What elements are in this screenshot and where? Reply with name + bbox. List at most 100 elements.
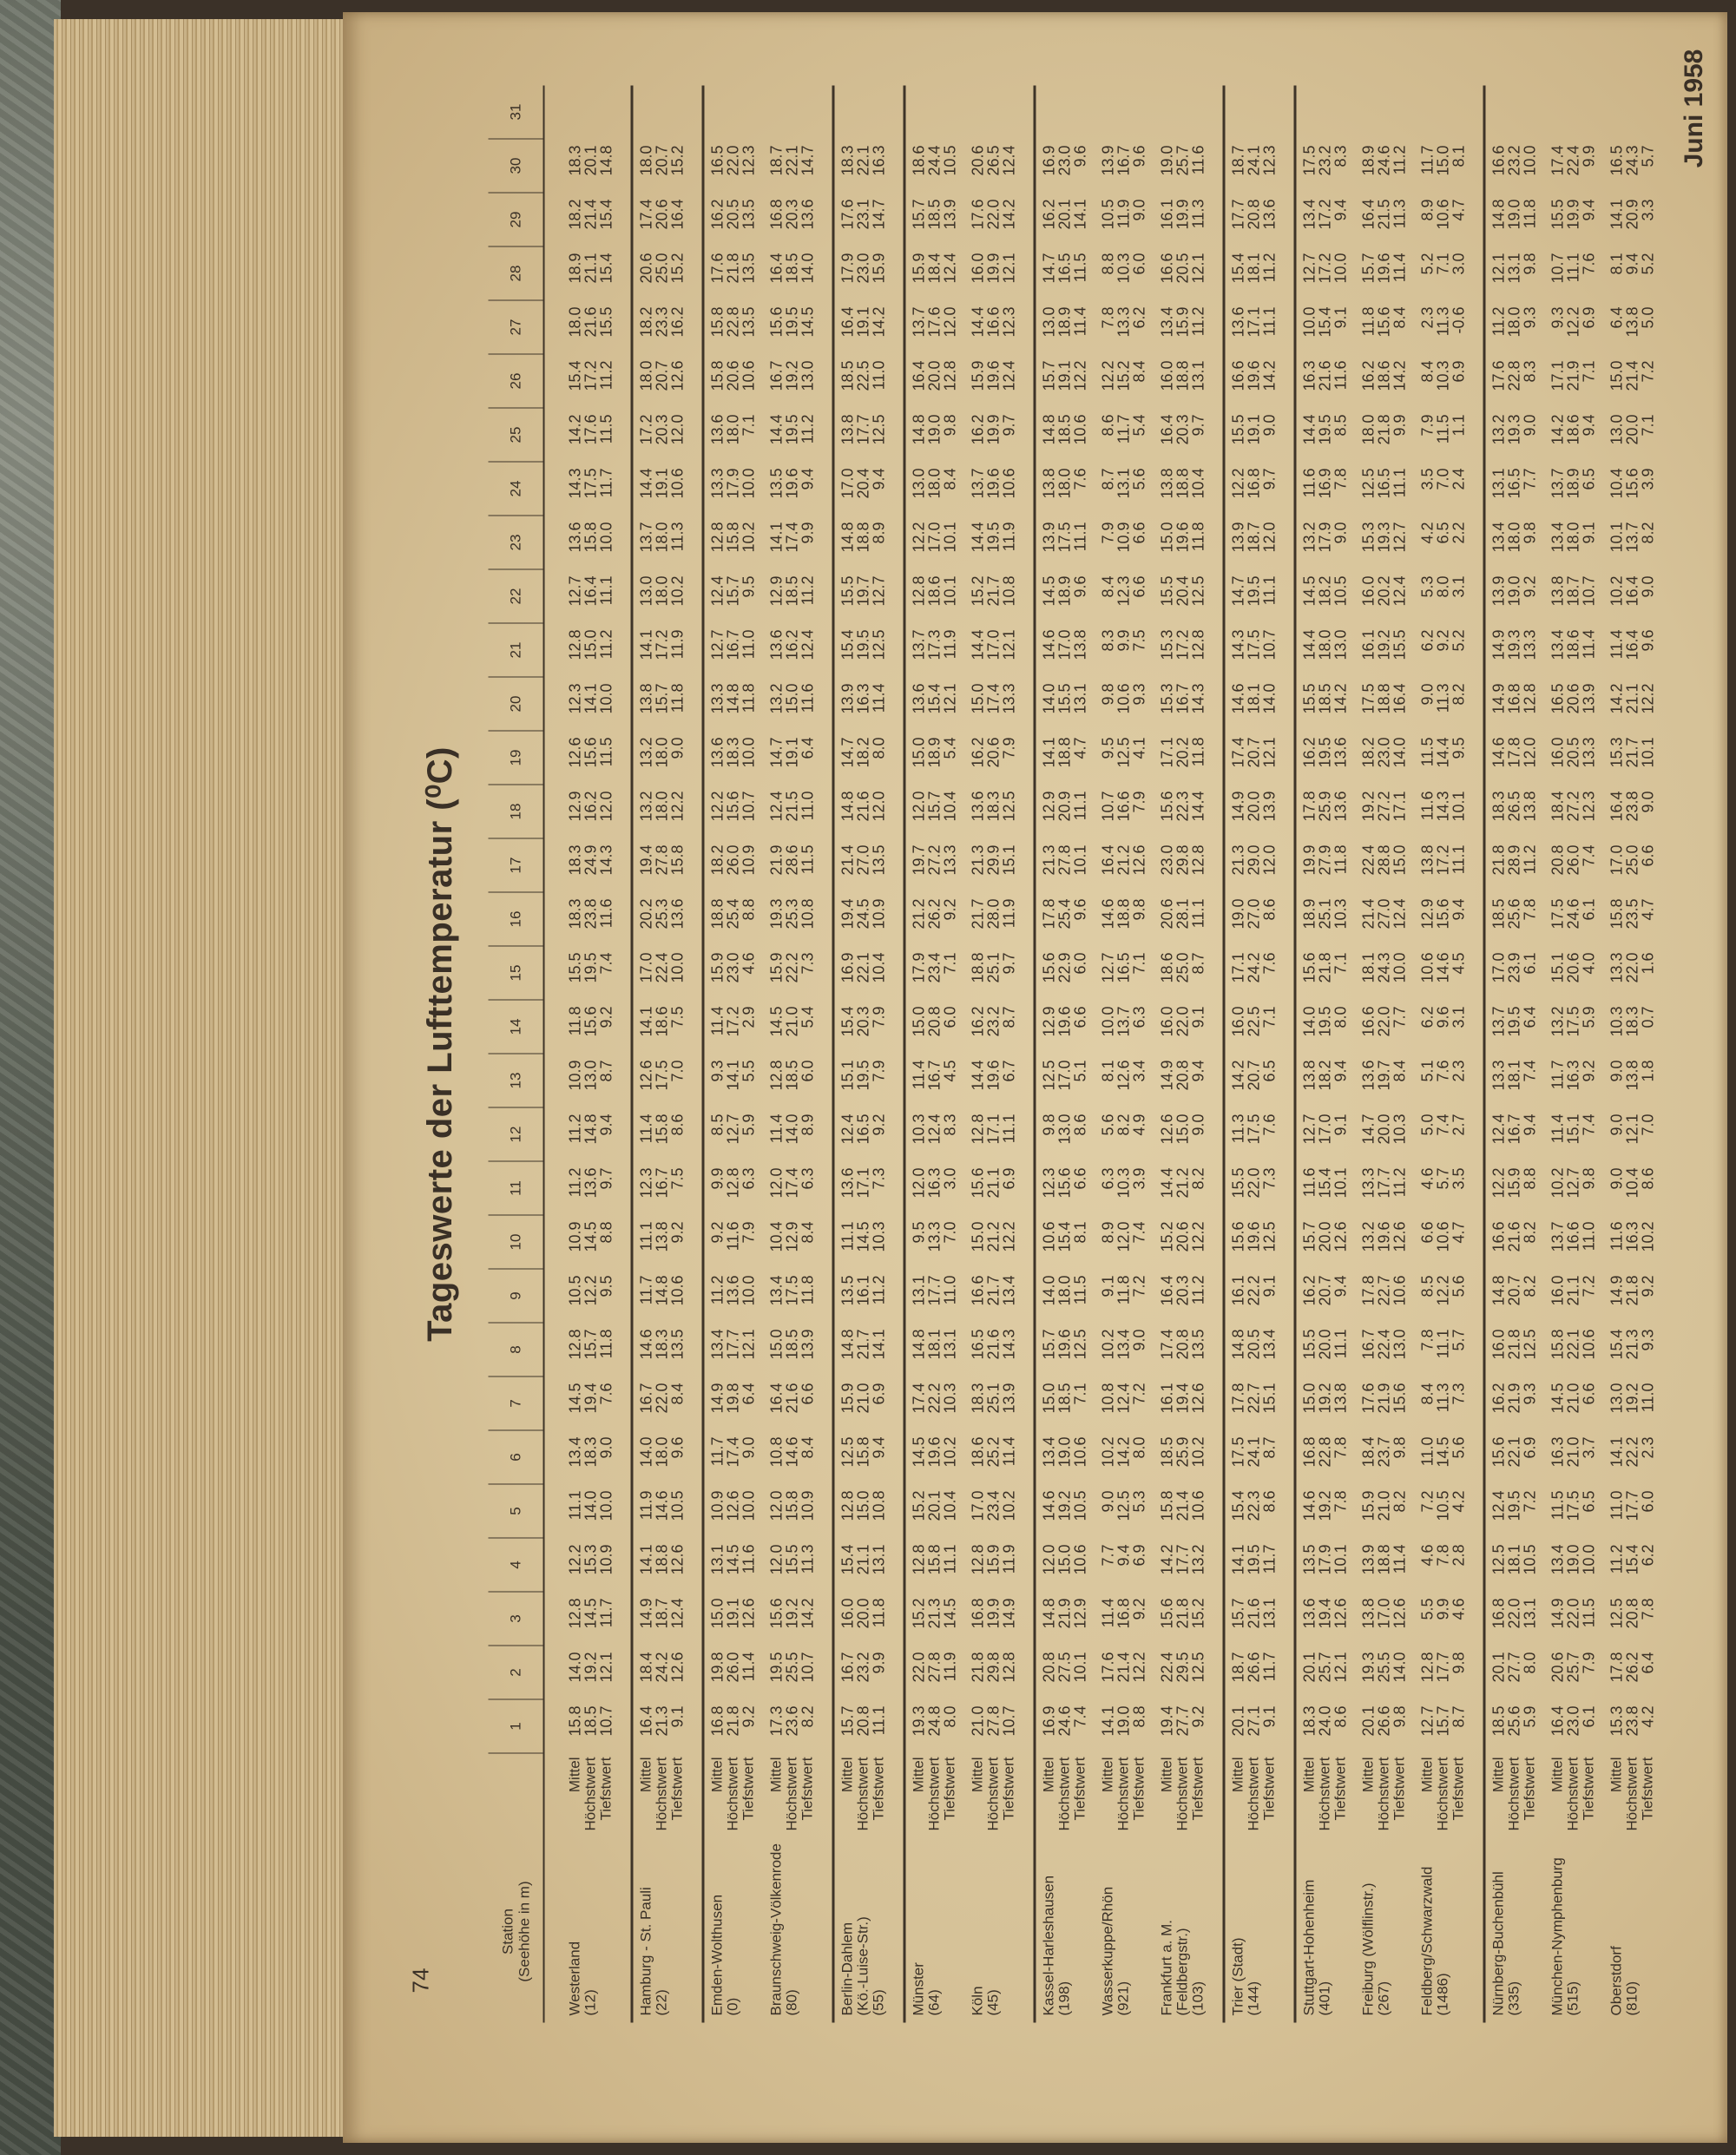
value-hoechstwert: 21.0 xyxy=(854,1383,871,1414)
value-hoechstwert: 21.4 xyxy=(1115,1652,1132,1683)
value-hoechstwert: 19.5 xyxy=(1316,1006,1333,1037)
value-mittel: 11.2 xyxy=(566,1167,583,1197)
day-cell: 14.1 19.5 11.7 xyxy=(1229,1538,1289,1592)
value-mittel: 18.5 xyxy=(838,360,856,391)
value-tiefstwert: 12.3 xyxy=(1580,791,1597,822)
value-hoechstwert: 14.2 xyxy=(1115,1436,1132,1468)
value-tiefstwert: 5.7 xyxy=(1639,145,1656,168)
row-labels: Mittel Höchstwert Tiefstwert xyxy=(1158,1753,1218,1840)
day-cell: 13.8 18.8 10.4 xyxy=(1158,462,1218,516)
day-cell: 12.6 15.0 9.0 xyxy=(1158,1107,1218,1161)
day-cell: 13.4 15.9 11.2 xyxy=(1158,300,1218,354)
value-tiefstwert: 7.6 xyxy=(1580,253,1597,275)
value-hoechstwert: 21.1 xyxy=(854,1544,871,1575)
value-tiefstwert: 11.1 xyxy=(1450,844,1467,874)
day-cell: 21.2 26.2 9.2 xyxy=(910,892,970,946)
value-tiefstwert: 12.5 xyxy=(1000,791,1017,822)
day-cell: 14.8 18.8 8.9 xyxy=(838,516,898,569)
day-cell: 15.4 22.3 8.6 xyxy=(1229,1484,1289,1538)
value-tiefstwert: 6.0 xyxy=(941,1006,958,1028)
value-mittel: 10.2 xyxy=(1099,1436,1116,1468)
day-cell: 13.4 17.5 11.8 xyxy=(767,1269,827,1323)
value-tiefstwert: 10.8 xyxy=(870,1490,887,1521)
value-mittel: 11.2 xyxy=(1489,306,1507,336)
value-tiefstwert: 6.3 xyxy=(1130,1006,1147,1028)
value-tiefstwert: 3.3 xyxy=(1639,199,1656,221)
value-tiefstwert: 12.8 xyxy=(941,360,958,391)
day-header: 19 xyxy=(488,731,542,785)
value-mittel: 11.6 xyxy=(1300,468,1318,497)
station-name-line: Oberstdorf xyxy=(1608,1945,1624,2015)
value-tiefstwert: 11.8 xyxy=(799,1275,816,1304)
value-hoechstwert: 15.0 xyxy=(582,629,599,660)
row-label-mittel: Mittel xyxy=(637,1757,654,1792)
value-tiefstwert: 8.7 xyxy=(1000,1006,1017,1028)
value-mittel: 14.4 xyxy=(637,468,654,499)
day-cell: 10.9 12.6 10.0 xyxy=(708,1484,768,1538)
station-row: Kassel-Harleshausen (198) Mittel Höchstwert… xyxy=(1033,85,1100,2022)
value-tiefstwert: 10.5 xyxy=(941,145,958,176)
value-tiefstwert: 11.2 xyxy=(597,360,615,390)
day-cell: 9.0 12.5 5.3 xyxy=(1099,1484,1159,1538)
value-hoechstwert: 21.8 xyxy=(1505,1329,1522,1360)
value-tiefstwert: 6.4 xyxy=(799,737,816,759)
value-hoechstwert: 17.4 xyxy=(783,522,800,553)
value-mittel: 9.0 xyxy=(1608,1114,1625,1136)
value-hoechstwert: 13.1 xyxy=(1505,253,1522,284)
day-cell: 14.6 17.0 13.8 xyxy=(1040,623,1100,677)
day-cell: 16.9 22.1 10.4 xyxy=(838,946,898,1000)
value-tiefstwert: 9.2 xyxy=(941,898,958,921)
day-header: 6 xyxy=(488,1430,542,1484)
value-mittel: 13.5 xyxy=(838,1275,856,1306)
day-cell: 16.2 18.6 14.2 xyxy=(1359,354,1419,408)
value-tiefstwert: 2.9 xyxy=(740,1006,757,1028)
value-tiefstwert: 12.5 xyxy=(870,414,887,445)
day-cell: 18.5 22.5 11.0 xyxy=(838,354,898,408)
value-mittel: 14.1 xyxy=(767,522,785,553)
value-tiefstwert: 8.3 xyxy=(1521,360,1538,383)
day-cell: 14.4 16.6 12.3 xyxy=(969,300,1029,354)
value-mittel: 9.0 xyxy=(1418,683,1436,706)
station-row: Stuttgart-Hohenheim (401) Mittel Höchstwert… xyxy=(1293,85,1360,2022)
value-tiefstwert: 4.7 xyxy=(1450,1221,1467,1244)
day-header: 16 xyxy=(488,892,542,946)
day-cell: 7.7 9.4 6.9 xyxy=(1099,1538,1159,1592)
day-cell: 17.5 18.8 16.4 xyxy=(1359,677,1419,731)
value-mittel: 17.5 xyxy=(1229,1436,1246,1468)
value-hoechstwert: 25.7 xyxy=(1316,1652,1333,1683)
value-mittel: 16.4 xyxy=(767,253,785,284)
day-cell: 10.4 12.9 8.4 xyxy=(767,1215,827,1269)
day-cell: 14.9 22.0 11.5 xyxy=(1549,1592,1608,1646)
day-cell: 13.5 16.1 11.2 xyxy=(838,1269,898,1323)
value-tiefstwert: 3.1 xyxy=(1450,1006,1467,1028)
day-cell: 12.2 15.2 8.4 xyxy=(1099,354,1159,408)
value-hoechstwert: 6.5 xyxy=(1434,522,1451,544)
value-tiefstwert: 5.6 xyxy=(1450,1275,1467,1298)
day-cell: 13.9 19.0 9.2 xyxy=(1489,569,1549,623)
value-tiefstwert: 11.5 xyxy=(1580,1598,1597,1627)
value-mittel: 14.1 xyxy=(1229,1544,1246,1575)
value-mittel: 10.2 xyxy=(1608,575,1625,607)
value-tiefstwert: 7.6 xyxy=(597,1383,615,1405)
day-cell: 22.4 29.5 12.5 xyxy=(1158,1646,1218,1699)
day-cell: 16.0 20.5 13.3 xyxy=(1549,731,1608,785)
value-mittel: 12.6 xyxy=(566,737,583,768)
value-hoechstwert: 14.1 xyxy=(724,1060,741,1091)
value-tiefstwert: 14.3 xyxy=(1189,683,1207,714)
value-tiefstwert: 13.0 xyxy=(799,360,816,391)
value-hoechstwert: 21.5 xyxy=(783,791,800,822)
value-tiefstwert: 4.1 xyxy=(1130,737,1147,759)
value-hoechstwert: 18.8 xyxy=(854,522,871,553)
day-cell: 15.4 19.5 12.5 xyxy=(838,623,898,677)
value-tiefstwert: 12.4 xyxy=(941,253,958,284)
value-tiefstwert: 12.8 xyxy=(1189,844,1207,876)
value-mittel: 16.4 xyxy=(838,306,856,338)
value-hoechstwert: 7.4 xyxy=(1434,1114,1451,1136)
value-tiefstwert: 5.1 xyxy=(1071,1060,1088,1082)
value-tiefstwert: 6.6 xyxy=(799,1383,816,1405)
value-hoechstwert: 15.0 xyxy=(1174,1114,1191,1145)
value-mittel: 7.8 xyxy=(1099,306,1116,329)
value-tiefstwert: 9.1 xyxy=(1332,306,1349,329)
value-hoechstwert: 26.5 xyxy=(1505,791,1522,822)
day-cell: 15.0 18.5 7.1 xyxy=(1040,1376,1100,1430)
